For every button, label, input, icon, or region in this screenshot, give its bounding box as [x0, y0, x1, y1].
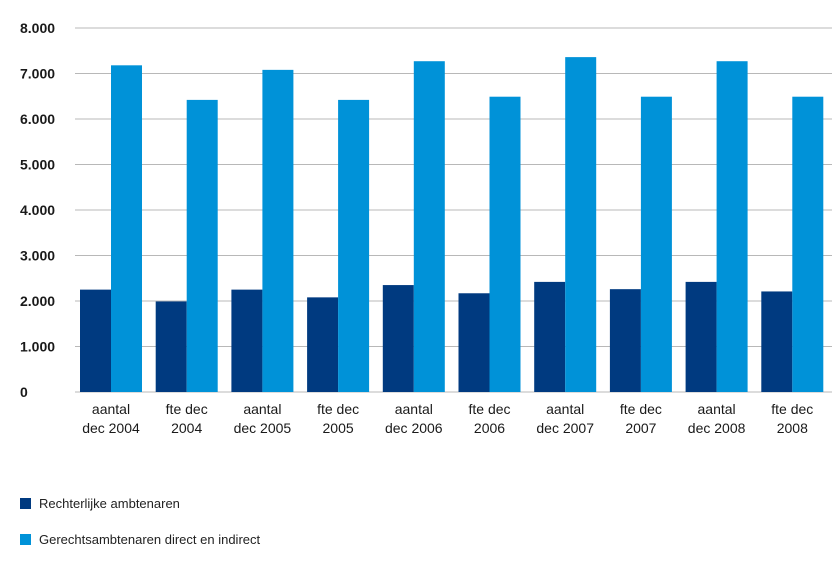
bar-series-1: [80, 289, 111, 392]
bar-series-2: [489, 96, 521, 392]
x-tick-label: aantal: [243, 401, 281, 417]
bar-series-1: [231, 289, 263, 392]
bar-series-2: [716, 61, 748, 393]
x-tick-label: 2005: [323, 420, 354, 436]
x-tick-label: dec 2006: [385, 420, 443, 436]
legend-swatch-series-1: [20, 497, 31, 509]
y-tick-label: 7.000: [20, 66, 55, 82]
bar-series-2: [111, 65, 142, 392]
x-tick-label: dec 2005: [234, 420, 292, 436]
x-tick-label: 2007: [625, 420, 656, 436]
x-tick-label: dec 2008: [688, 420, 746, 436]
x-tick-label: aantal: [698, 401, 736, 417]
bar-series-1: [609, 289, 641, 392]
y-tick-label: 5.000: [20, 157, 55, 173]
bar-series-1: [155, 301, 187, 392]
x-tick-label: 2006: [474, 420, 505, 436]
bar-series-2: [262, 69, 294, 393]
x-tick-label: dec 2004: [82, 420, 140, 436]
chart: 0 1.000 2.000 3.000 4.000 5.000 6.000 7.000 8.00…: [20, 20, 832, 547]
legend-item-series-1: Rechterlijke ambtenaren: [20, 494, 260, 512]
x-tick-label: fte dec: [317, 401, 359, 417]
bar-series-1: [458, 293, 490, 392]
legend-label-series-2: Gerechtsambtenaren direct en indirect: [39, 531, 261, 547]
x-tick-label: aantal: [92, 401, 130, 417]
y-tick-label: 8.000: [20, 20, 55, 36]
bar-series-1: [307, 297, 339, 392]
bar-series-1: [685, 281, 717, 392]
y-tick-label: 2.000: [20, 293, 55, 309]
y-tick-label: 6.000: [20, 111, 55, 127]
x-tick-label: fte dec: [468, 401, 510, 417]
y-tick-label: 4.000: [20, 202, 55, 218]
x-tick-label: fte dec: [771, 401, 813, 417]
bar-series-2: [413, 61, 445, 393]
legend-label-series-1: Rechterlijke ambtenaren: [39, 495, 180, 511]
bar-series-1: [382, 285, 414, 392]
x-tick-label: 2008: [777, 420, 808, 436]
bar-series-2: [338, 99, 370, 392]
bar-series-2: [640, 96, 672, 392]
x-tick-label: aantal: [395, 401, 433, 417]
legend: Rechterlijke ambtenaren Gerechtsambtenar…: [20, 494, 260, 566]
y-tick-label: 0: [20, 384, 28, 400]
x-tick-label: fte dec: [166, 401, 208, 417]
x-axis-tick-labels: aantal dec 2004 fte dec 2004 aantal dec 2005 f…: [82, 401, 813, 436]
bar-chart: 0 1.000 2.000 3.000 4.000 5.000 6.000 7.000 8.00…: [20, 20, 832, 436]
x-tick-label: aantal: [546, 401, 584, 417]
bars: [80, 57, 824, 393]
y-tick-label: 3.000: [20, 248, 55, 264]
y-axis-tick-labels: 0 1.000 2.000 3.000 4.000 5.000 6.000 7.000 8.00…: [20, 20, 55, 400]
x-tick-label: dec 2007: [536, 420, 594, 436]
legend-item-series-2: Gerechtsambtenaren direct en indirect: [20, 530, 260, 548]
y-tick-label: 1.000: [20, 339, 55, 355]
legend-swatch-series-2: [20, 533, 31, 545]
bar-series-2: [792, 96, 824, 392]
x-tick-label: 2004: [171, 420, 202, 436]
bar-series-2: [565, 57, 597, 393]
bar-series-1: [761, 291, 793, 392]
x-tick-label: fte dec: [620, 401, 662, 417]
bar-series-1: [534, 281, 566, 392]
bar-series-2: [186, 99, 218, 392]
